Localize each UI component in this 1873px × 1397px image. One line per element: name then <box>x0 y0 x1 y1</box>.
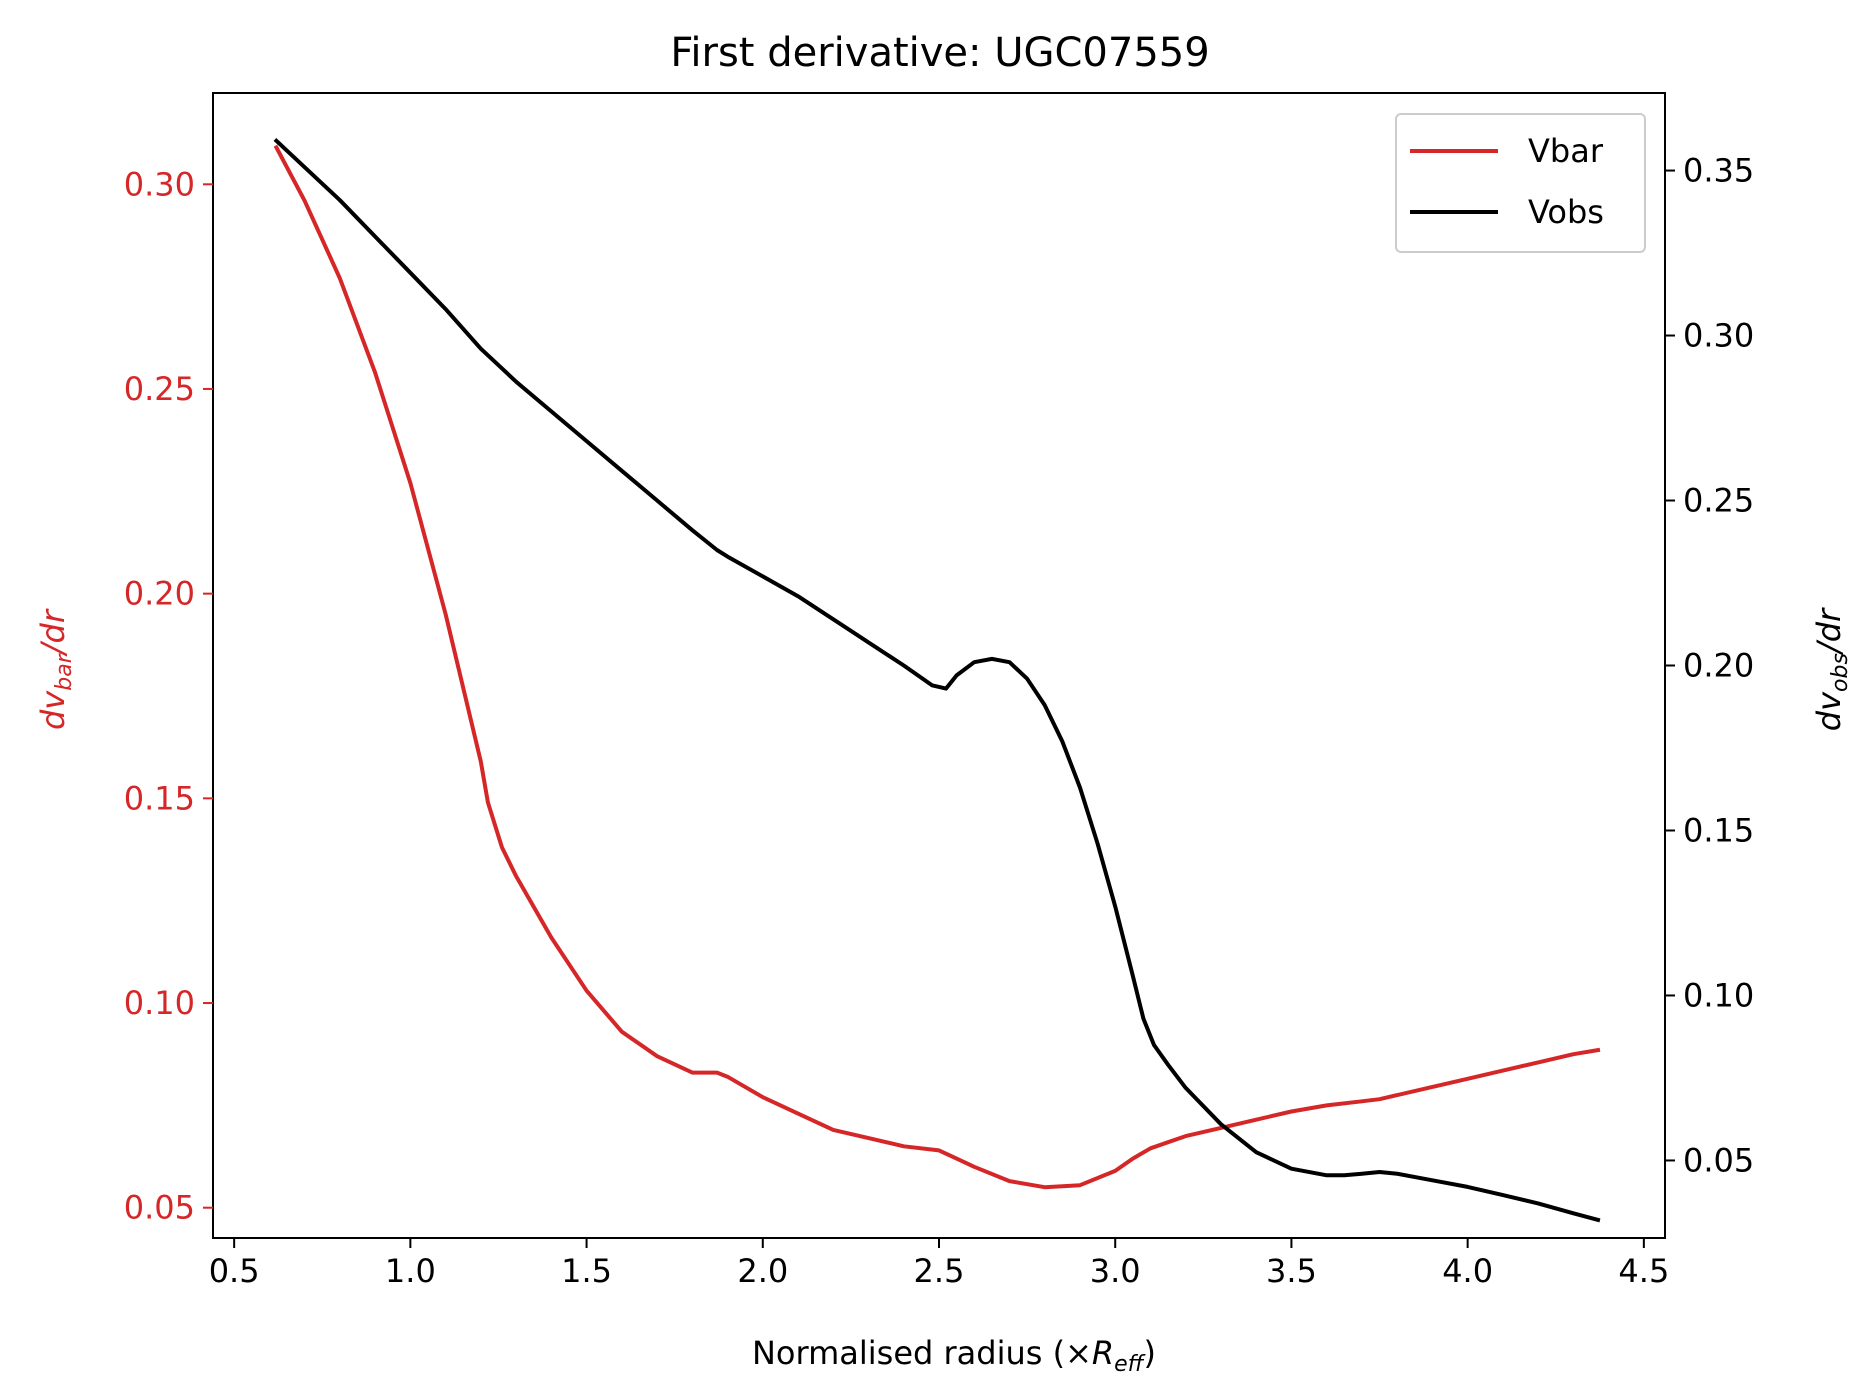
y-right-tick-label: 0.35 <box>1683 152 1754 190</box>
y-axis-left-label-d: dv <box>34 690 72 730</box>
y-right-tick-label: 0.30 <box>1683 317 1754 355</box>
legend: Vbar Vobs <box>1395 113 1646 253</box>
chart-title: First derivative: UGC07559 <box>670 30 1209 76</box>
plot-area <box>273 137 1601 1223</box>
y-left-tick-label: 0.25 <box>124 370 195 408</box>
x-tick-label: 3.0 <box>1090 1252 1141 1290</box>
y-left-tick-label: 0.15 <box>124 779 195 817</box>
y-left-tick-label: 0.20 <box>124 575 195 613</box>
x-tick-label: 2.0 <box>737 1252 788 1290</box>
x-tick-label: 2.5 <box>914 1252 965 1290</box>
y-axis-left-label: dvbar/dr <box>34 608 77 730</box>
x-axis-label-close: ) <box>1144 1334 1156 1372</box>
y-right-tick-label: 0.25 <box>1683 482 1754 520</box>
x-tick-label: 1.5 <box>561 1252 612 1290</box>
y-axis-left-label-subscript: bar <box>52 652 77 690</box>
x-tick-label: 1.0 <box>385 1252 436 1290</box>
legend-label-vobs: Vobs <box>1528 193 1604 231</box>
x-tick-label: 4.5 <box>1618 1252 1669 1290</box>
y-axis-left-label-rest: /dr <box>34 608 72 657</box>
legend-label-vbar: Vbar <box>1528 132 1604 170</box>
y-axis-right-label-d: dv <box>1810 691 1848 731</box>
x-tick-label: 0.5 <box>209 1252 260 1290</box>
x-axis-label: Normalised radius (×Reff) <box>752 1334 1156 1377</box>
y-right-tick-label: 0.15 <box>1683 811 1754 849</box>
x-axis-label-symbol: R <box>1092 1334 1114 1372</box>
series-line-vobs <box>273 137 1601 1223</box>
y-left-tick-label: 0.05 <box>124 1189 195 1227</box>
axes: 0.5 1.0 1.5 2.0 2.5 3.0 3.5 4.0 4.5 0.05 0.10 0.15 0… <box>124 92 1754 1290</box>
y-axis-right-label-subscript: obs <box>1828 653 1853 692</box>
y-left-tick-label: 0.10 <box>124 984 195 1022</box>
y-right-tick-label: 0.05 <box>1683 1141 1754 1179</box>
x-axis-label-subscript: eff <box>1114 1352 1146 1377</box>
x-tick-label: 3.5 <box>1266 1252 1317 1290</box>
x-axis-label-main: Normalised radius (× <box>752 1334 1092 1372</box>
series-line-vbar <box>273 144 1601 1190</box>
y-right-tick-label: 0.20 <box>1683 647 1754 685</box>
y-right-tick-label: 0.10 <box>1683 976 1754 1014</box>
y-axis-right-label-rest: /dr <box>1810 607 1848 656</box>
y-axis-right-label: dvobs/dr <box>1810 607 1853 731</box>
legend-box <box>1395 113 1646 253</box>
x-tick-label: 4.0 <box>1442 1252 1493 1290</box>
y-left-tick-label: 0.30 <box>124 165 195 203</box>
